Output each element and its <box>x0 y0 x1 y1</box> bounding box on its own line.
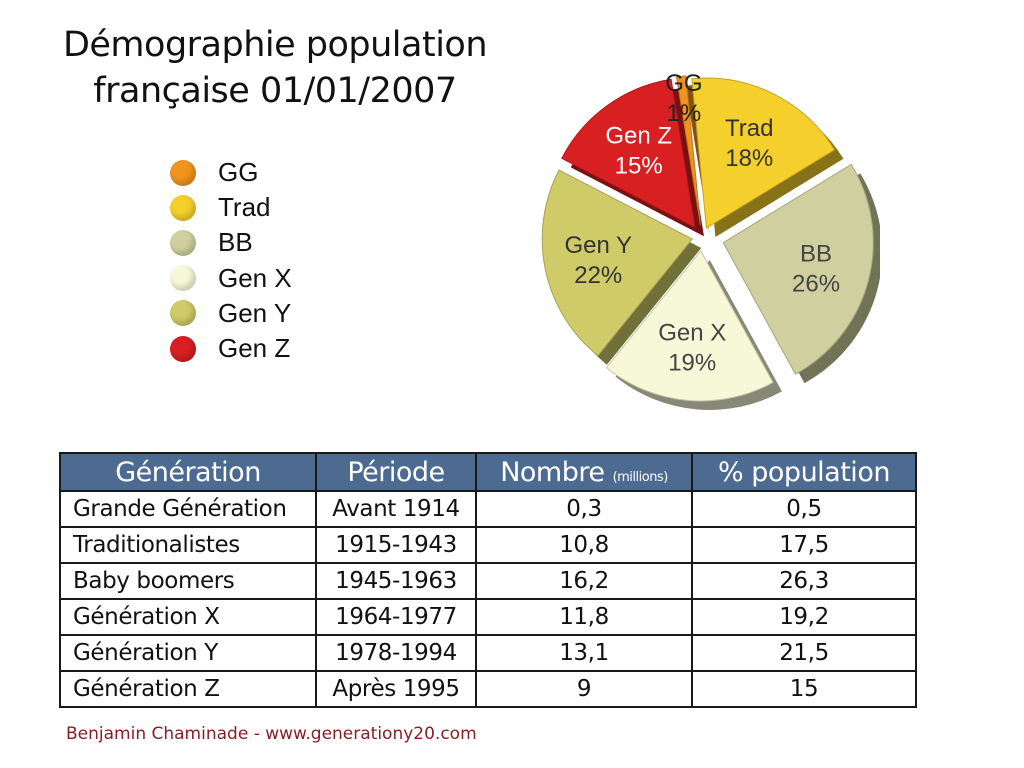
table-row: Baby boomers 1945-1963 16,2 26,3 <box>59 562 917 600</box>
pie-value-label-gen-z: 15% <box>615 153 663 180</box>
cell-pct: 0,5 <box>691 490 917 528</box>
header-periode: Période <box>315 452 477 492</box>
cell-generation: Traditionalistes <box>59 526 317 564</box>
cell-period: Avant 1914 <box>315 490 477 528</box>
table-row: Génération X 1964-1977 11,8 19,2 <box>59 598 917 636</box>
pie-chart: GG 1% Trad 18% BB 26% Gen X 19% Gen Y 22% Gen Z 15% <box>541 70 880 410</box>
chart-title: Démographie population française 01/01/2… <box>40 22 510 114</box>
pie-label-bb: BB <box>800 240 832 267</box>
pie-value-label-bb: 26% <box>792 270 840 297</box>
pie-label-gen-y: Gen Y <box>564 232 632 259</box>
chart-title-line-1: Démographie population <box>62 25 488 65</box>
legend-item-gen-x: Gen X <box>170 261 292 296</box>
chart-title-line-2: française 01/01/2007 <box>93 71 457 111</box>
pie-slice-bb <box>722 163 874 375</box>
pie-value-label-gg: 1% <box>667 100 702 127</box>
legend-swatch <box>170 265 196 292</box>
pie-slice-gen-x <box>605 250 774 402</box>
legend-item-trad: Trad <box>170 190 292 225</box>
pie-value-label-trad: 18% <box>725 145 773 172</box>
pie-slice-gen-y <box>541 169 693 357</box>
pie-label-trad: Trad <box>725 115 773 142</box>
cell-generation: Génération X <box>59 598 317 636</box>
cell-pct: 15 <box>691 670 917 708</box>
pie-value-label-gen-y: 22% <box>574 262 622 289</box>
header-nombre-unit: (millions) <box>612 469 669 485</box>
legend-label: Gen Y <box>218 297 292 328</box>
legend-label: Gen X <box>218 262 292 293</box>
cell-pct: 26,3 <box>691 562 917 600</box>
legend-swatch <box>170 159 196 186</box>
legend-swatch <box>170 194 196 221</box>
cell-generation: Génération Z <box>59 670 317 708</box>
cell-period: 1978-1994 <box>315 634 477 672</box>
generation-table: Génération Période Nombre (millions) % p… <box>59 452 917 708</box>
chart-legend: GG Trad BB Gen X Gen Y Gen Z <box>170 155 292 366</box>
pie-slice-trad <box>691 77 836 229</box>
cell-count: 10,8 <box>475 526 693 564</box>
pie-value-label-gen-x: 19% <box>668 350 716 377</box>
footer-credit: Benjamin Chaminade - www.generationy20.c… <box>66 724 477 744</box>
cell-count: 16,2 <box>475 562 693 600</box>
pie-label-gen-z: Gen Z <box>605 123 672 150</box>
cell-generation: Baby boomers <box>59 562 317 600</box>
legend-item-gg: GG <box>170 155 292 190</box>
table-row: Grande Génération Avant 1914 0,3 0,5 <box>59 490 917 528</box>
legend-item-bb: BB <box>170 225 292 260</box>
cell-count: 9 <box>475 670 693 708</box>
header-nombre: Nombre (millions) <box>475 452 693 492</box>
pie-label-gen-x: Gen X <box>658 320 726 347</box>
table-header-row: Génération Période Nombre (millions) % p… <box>59 452 917 492</box>
legend-item-gen-z: Gen Z <box>170 331 292 366</box>
legend-swatch <box>170 300 196 327</box>
legend-label: BB <box>218 227 253 258</box>
legend-swatch <box>170 229 196 256</box>
cell-generation: Génération Y <box>59 634 317 672</box>
cell-period: Après 1995 <box>315 670 477 708</box>
header-generation: Génération <box>59 452 317 492</box>
cell-count: 13,1 <box>475 634 693 672</box>
pie-label-gg: GG <box>665 70 702 97</box>
pie-slice-gen-z <box>561 78 696 229</box>
table-row: Traditionalistes 1915-1943 10,8 17,5 <box>59 526 917 564</box>
cell-pct: 19,2 <box>691 598 917 636</box>
cell-period: 1915-1943 <box>315 526 477 564</box>
pie-slice-gg <box>675 75 701 226</box>
legend-label: GG <box>218 157 259 188</box>
cell-pct: 17,5 <box>691 526 917 564</box>
cell-period: 1964-1977 <box>315 598 477 636</box>
cell-period: 1945-1963 <box>315 562 477 600</box>
cell-pct: 21,5 <box>691 634 917 672</box>
legend-swatch <box>170 335 196 362</box>
legend-label: Gen Z <box>218 333 291 364</box>
cell-count: 0,3 <box>475 490 693 528</box>
table-row: Génération Z Après 1995 9 15 <box>59 670 917 708</box>
header-nombre-label: Nombre <box>500 456 605 488</box>
cell-generation: Grande Génération <box>59 490 317 528</box>
cell-count: 11,8 <box>475 598 693 636</box>
table-row: Génération Y 1978-1994 13,1 21,5 <box>59 634 917 672</box>
legend-item-gen-y: Gen Y <box>170 296 292 331</box>
legend-label: Trad <box>218 192 271 223</box>
header-pct-population: % population <box>691 452 917 492</box>
